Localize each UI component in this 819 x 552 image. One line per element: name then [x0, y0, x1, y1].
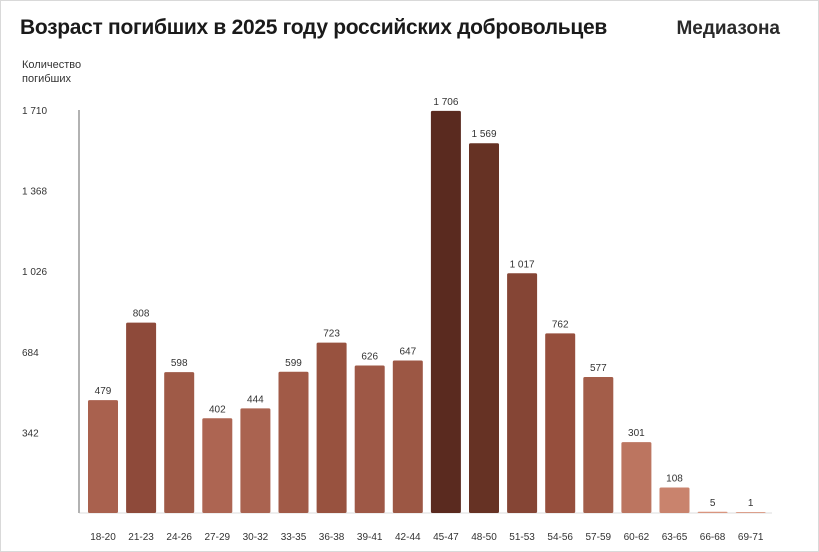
y-tick-label: 1 710	[22, 106, 47, 117]
x-tick-label-33-35: 33-35	[281, 532, 307, 543]
y-tick-label: 684	[22, 348, 39, 359]
x-tick-label-60-62: 60-62	[624, 532, 650, 543]
x-tick-label-39-41: 39-41	[357, 532, 383, 543]
data-label-51-53: 1 017	[510, 259, 535, 270]
brand-logo: Медиазона	[676, 18, 780, 39]
bar-21-23	[126, 322, 157, 513]
bar-66-68	[697, 511, 728, 513]
bar-51-53	[507, 273, 538, 513]
bar-54-56	[545, 333, 576, 513]
bar-27-29	[202, 418, 233, 513]
bar-57-59	[583, 377, 614, 513]
x-tick-label-57-59: 57-59	[586, 532, 612, 543]
data-label-21-23: 808	[133, 309, 150, 320]
y-tick-label: 1 368	[22, 187, 47, 198]
x-tick-label-45-47: 45-47	[433, 532, 459, 543]
data-label-33-35: 599	[285, 358, 302, 369]
data-label-42-44: 647	[399, 347, 416, 358]
x-tick-label-27-29: 27-29	[205, 532, 231, 543]
bar-69-71	[735, 512, 766, 513]
data-label-48-50: 1 569	[471, 129, 496, 140]
y-tick-label: 1 026	[22, 267, 47, 278]
data-label-45-47: 1 706	[433, 97, 458, 108]
bar-33-35	[278, 371, 309, 513]
x-tick-label-36-38: 36-38	[319, 532, 345, 543]
data-label-63-65: 108	[666, 474, 683, 485]
data-label-57-59: 577	[590, 363, 607, 374]
y-axis-label: Количество погибших	[22, 59, 82, 85]
x-tick-label-51-53: 51-53	[509, 532, 535, 543]
x-tick-label-24-26: 24-26	[166, 532, 192, 543]
data-label-39-41: 626	[361, 352, 378, 363]
data-label-60-62: 301	[628, 428, 645, 439]
bar-60-62	[621, 442, 652, 513]
bar-36-38	[316, 342, 347, 513]
data-label-69-71: 1	[748, 498, 754, 509]
chart-title: Возраст погибших в 2025 году российских …	[20, 16, 607, 39]
x-tick-label-42-44: 42-44	[395, 532, 421, 543]
x-tick-label-30-32: 30-32	[243, 532, 269, 543]
y-tick-label: 342	[22, 428, 39, 439]
data-label-54-56: 762	[552, 319, 569, 330]
bar-48-50	[469, 143, 499, 513]
bar-30-32	[240, 408, 271, 513]
bar-39-41	[354, 365, 385, 513]
x-tick-label-18-20: 18-20	[90, 532, 116, 543]
x-tick-label-63-65: 63-65	[662, 532, 688, 543]
x-tick-label-54-56: 54-56	[547, 532, 573, 543]
data-label-66-68: 5	[710, 498, 716, 509]
data-label-18-20: 479	[95, 386, 112, 397]
x-tick-label-48-50: 48-50	[471, 532, 497, 543]
bar-63-65	[659, 487, 690, 513]
bar-24-26	[164, 372, 195, 513]
data-label-24-26: 598	[171, 358, 188, 369]
data-label-36-38: 723	[323, 329, 340, 340]
bar-42-44	[392, 360, 423, 513]
data-label-30-32: 444	[247, 394, 264, 405]
bar-18-20	[88, 400, 118, 513]
x-tick-label-69-71: 69-71	[738, 532, 764, 543]
data-label-27-29: 402	[209, 404, 226, 415]
bar-45-47	[430, 110, 461, 514]
x-tick-label-21-23: 21-23	[128, 532, 154, 543]
x-tick-label-66-68: 66-68	[700, 532, 726, 543]
